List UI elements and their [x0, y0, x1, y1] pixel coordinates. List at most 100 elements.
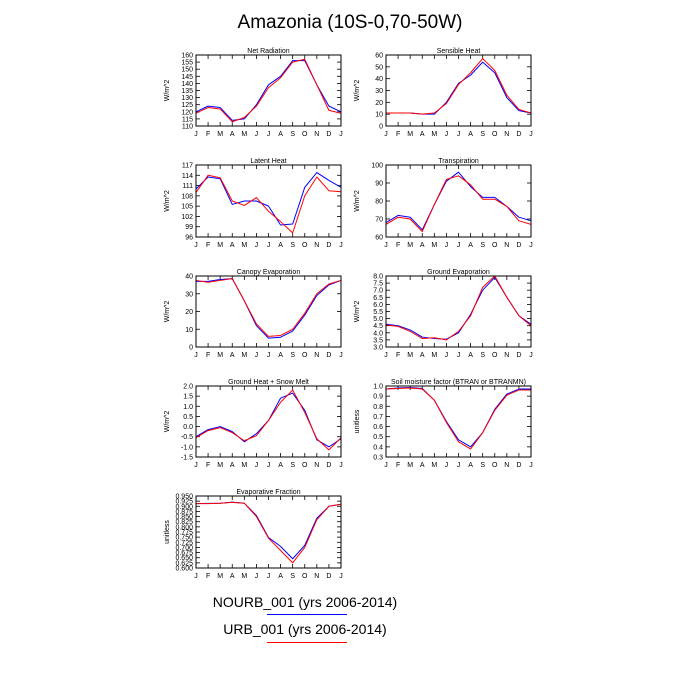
x-tick-label-sensible-heat: M [407, 131, 413, 138]
legend-entry-nourb: NOURB_001 (yrs 2006-2014) [212, 594, 398, 610]
series-line-urb-sensible-heat [386, 58, 532, 115]
x-tick-label-sensible-heat: A [420, 131, 425, 138]
panel-title-ground-heat-snow-melt: Ground Heat + Snow Melt [228, 379, 309, 386]
y-tick-label-net-radiation: 155 [181, 60, 193, 67]
y-tick-label-evaporative-fraction: 0.875 [175, 509, 193, 516]
y-axis-label-sensible-heat: W/m^2 [354, 80, 361, 102]
y-tick-label-transpiration: 60 [375, 235, 383, 242]
y-tick-label-ground-heat-snow-melt: 1.5 [183, 394, 193, 401]
x-tick-label-net-radiation: A [230, 131, 235, 138]
x-tick-label-evaporative-fraction: J [339, 573, 343, 580]
x-tick-label-latent-heat: F [206, 242, 210, 249]
y-tick-label-evaporative-fraction: 0.625 [175, 560, 193, 567]
y-tick-label-evaporative-fraction: 0.600 [175, 566, 193, 573]
figure-title: Amazonia (10S-0,70-50W) [237, 12, 463, 33]
x-tick-label-ground-heat-snow-melt: A [230, 462, 235, 469]
series-line-urb-transpiration [385, 175, 532, 233]
x-tick-label-evaporative-fraction: J [194, 573, 198, 580]
y-tick-label-sensible-heat: 50 [375, 64, 383, 71]
x-tick-label-sensible-heat: A [468, 131, 473, 138]
x-tick-label-soil-moisture-factor-btran-or-btranmn: O [492, 462, 498, 469]
x-tick-label-sensible-heat: D [516, 131, 521, 138]
x-tick-label-transpiration: J [384, 242, 388, 249]
x-tick-label-net-radiation: J [267, 131, 271, 138]
y-tick-label-evaporative-fraction: 0.900 [175, 504, 193, 511]
y-axis-label-soil-moisture-factor-btran-or-btranmn: unitless [354, 409, 361, 433]
x-tick-label-latent-heat: A [230, 242, 235, 249]
x-tick-label-ground-heat-snow-melt: O [302, 462, 308, 469]
y-tick-label-net-radiation: 145 [181, 74, 193, 81]
x-tick-label-ground-evaporation: J [529, 352, 533, 359]
x-tick-label-ground-heat-snow-melt: M [217, 462, 223, 469]
y-tick-label-transpiration: 80 [375, 199, 383, 206]
x-tick-label-transpiration: D [516, 242, 521, 249]
y-tick-label-evaporative-fraction: 0.850 [175, 514, 193, 521]
y-tick-label-evaporative-fraction: 0.650 [175, 555, 193, 562]
x-tick-label-ground-evaporation: A [468, 352, 473, 359]
x-tick-label-ground-evaporation: D [516, 352, 521, 359]
y-tick-label-sensible-heat: 10 [375, 112, 383, 119]
y-tick-label-latent-heat: 111 [182, 183, 193, 190]
x-tick-label-sensible-heat: J [384, 131, 388, 138]
y-tick-label-ground-heat-snow-melt: 2.0 [183, 384, 193, 391]
x-tick-label-evaporative-fraction: A [230, 573, 235, 580]
x-tick-label-evaporative-fraction: D [326, 573, 331, 580]
y-tick-label-evaporative-fraction: 0.675 [175, 550, 193, 557]
x-tick-label-sensible-heat: F [396, 131, 400, 138]
x-tick-label-transpiration: M [407, 242, 413, 249]
y-tick-label-ground-evaporation: 6.0 [373, 302, 383, 309]
y-tick-label-latent-heat: 108 [181, 193, 193, 200]
x-tick-label-soil-moisture-factor-btran-or-btranmn: D [516, 462, 521, 469]
x-tick-label-transpiration: J [457, 242, 461, 249]
y-tick-label-canopy-evaporation: 0 [189, 345, 193, 352]
y-tick-label-net-radiation: 130 [181, 95, 193, 102]
x-tick-label-latent-heat: J [339, 242, 343, 249]
panel-frame-latent-heat [195, 164, 342, 238]
x-tick-label-ground-evaporation: S [480, 352, 485, 359]
panel-title-net-radiation: Net Radiation [247, 48, 290, 55]
x-tick-label-net-radiation: D [326, 131, 331, 138]
y-tick-label-evaporative-fraction: 0.925 [175, 499, 193, 506]
series-line-urb-ground-heat-snow-melt [195, 389, 342, 451]
y-axis-label-ground-heat-snow-melt: W/m^2 [164, 411, 171, 433]
x-tick-label-evaporative-fraction: O [302, 573, 308, 580]
y-tick-label-latent-heat: 117 [182, 163, 193, 170]
x-tick-label-ground-heat-snow-melt: J [194, 462, 198, 469]
y-tick-label-net-radiation: 110 [182, 124, 193, 131]
x-tick-label-evaporative-fraction: N [314, 573, 319, 580]
x-tick-label-canopy-evaporation: M [217, 352, 223, 359]
y-tick-label-net-radiation: 135 [181, 88, 193, 95]
x-tick-label-canopy-evaporation: F [206, 352, 210, 359]
legend-swatch-urb [267, 642, 347, 643]
panel-title-evaporative-fraction: Evaporative Fraction [236, 489, 300, 496]
x-tick-label-ground-heat-snow-melt: D [326, 462, 331, 469]
x-tick-label-ground-heat-snow-melt: J [267, 462, 271, 469]
x-tick-label-transpiration: A [468, 242, 473, 249]
x-tick-label-latent-heat: O [302, 242, 308, 249]
x-tick-label-canopy-evaporation: A [230, 352, 235, 359]
series-line-nourb-canopy-evaporation [196, 278, 342, 339]
panel-title-canopy-evaporation: Canopy Evaporation [237, 269, 301, 276]
x-tick-label-latent-heat: M [217, 242, 223, 249]
x-tick-label-canopy-evaporation: J [339, 352, 343, 359]
y-tick-label-ground-heat-snow-melt: -0.5 [181, 434, 193, 441]
x-tick-label-net-radiation: F [206, 131, 210, 138]
y-tick-label-ground-evaporation: 5.0 [373, 316, 383, 323]
y-tick-label-ground-evaporation: 5.5 [373, 309, 383, 316]
series-line-nourb-sensible-heat [386, 61, 532, 115]
x-tick-label-soil-moisture-factor-btran-or-btranmn: S [480, 462, 485, 469]
x-tick-label-ground-evaporation: N [504, 352, 509, 359]
y-tick-label-ground-evaporation: 4.0 [373, 330, 383, 337]
x-tick-label-soil-moisture-factor-btran-or-btranmn: A [420, 462, 425, 469]
y-tick-label-soil-moisture-factor-btran-or-btranmn: 0.9 [373, 394, 383, 401]
x-tick-label-ground-evaporation: M [431, 352, 437, 359]
y-tick-label-transpiration: 90 [375, 181, 383, 188]
y-tick-label-soil-moisture-factor-btran-or-btranmn: 0.5 [373, 434, 383, 441]
y-axis-label-ground-evaporation: W/m^2 [354, 301, 361, 323]
x-tick-label-net-radiation: S [290, 131, 295, 138]
x-tick-label-latent-heat: S [290, 242, 295, 249]
x-tick-label-evaporative-fraction: F [206, 573, 210, 580]
y-axis-label-canopy-evaporation: W/m^2 [164, 301, 171, 323]
y-tick-label-ground-evaporation: 3.5 [373, 337, 383, 344]
